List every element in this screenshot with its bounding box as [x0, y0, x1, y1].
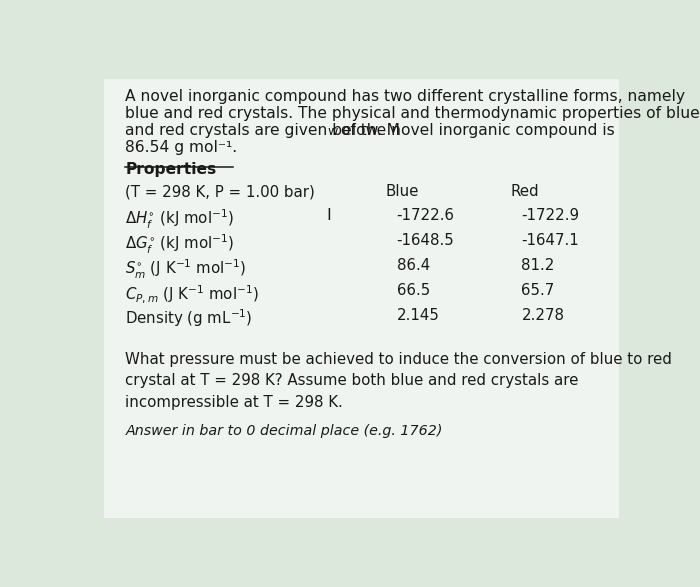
Text: $S^{\circ}_{m}$ (J K$^{-1}$ mol$^{-1}$): $S^{\circ}_{m}$ (J K$^{-1}$ mol$^{-1}$)	[125, 258, 247, 281]
Text: 2.278: 2.278	[522, 308, 564, 323]
Text: blue and red crystals. The physical and thermodynamic properties of blue: blue and red crystals. The physical and …	[125, 106, 700, 121]
Text: $C_{P,m}$ (J K$^{-1}$ mol$^{-1}$): $C_{P,m}$ (J K$^{-1}$ mol$^{-1}$)	[125, 283, 260, 305]
Text: 81.2: 81.2	[522, 258, 555, 273]
Text: of the novel inorganic compound is: of the novel inorganic compound is	[336, 123, 615, 138]
Text: w: w	[328, 124, 337, 138]
Text: I: I	[326, 208, 331, 223]
Text: -1722.6: -1722.6	[397, 208, 455, 223]
Text: A novel inorganic compound has two different crystalline forms, namely: A novel inorganic compound has two diffe…	[125, 89, 685, 103]
Text: incompressible at T = 298 K.: incompressible at T = 298 K.	[125, 395, 343, 410]
Text: Blue: Blue	[386, 184, 419, 200]
Text: -1647.1: -1647.1	[522, 233, 580, 248]
Text: $\Delta H^{\circ}_{f}$ (kJ mol$^{-1}$): $\Delta H^{\circ}_{f}$ (kJ mol$^{-1}$)	[125, 208, 234, 231]
Text: 86.4: 86.4	[397, 258, 430, 273]
Text: What pressure must be achieved to induce the conversion of blue to red: What pressure must be achieved to induce…	[125, 352, 672, 366]
Text: $\Delta G^{\circ}_{f}$ (kJ mol$^{-1}$): $\Delta G^{\circ}_{f}$ (kJ mol$^{-1}$)	[125, 233, 234, 257]
Text: 86.54 g mol⁻¹.: 86.54 g mol⁻¹.	[125, 140, 237, 155]
FancyBboxPatch shape	[104, 79, 619, 518]
Text: 66.5: 66.5	[397, 283, 430, 298]
Text: -1648.5: -1648.5	[397, 233, 454, 248]
Text: 65.7: 65.7	[522, 283, 554, 298]
Text: Red: Red	[511, 184, 539, 200]
Text: 2.145: 2.145	[397, 308, 440, 323]
Text: crystal at T = 298 K? Assume both blue and red crystals are: crystal at T = 298 K? Assume both blue a…	[125, 373, 579, 388]
Text: and red crystals are given below. M: and red crystals are given below. M	[125, 123, 400, 138]
Text: Answer in bar to 0 decimal place (e.g. 1762): Answer in bar to 0 decimal place (e.g. 1…	[125, 424, 443, 438]
Text: Density (g mL$^{-1}$): Density (g mL$^{-1}$)	[125, 308, 253, 329]
Text: -1722.9: -1722.9	[522, 208, 580, 223]
Text: (T = 298 K, P = 1.00 bar): (T = 298 K, P = 1.00 bar)	[125, 184, 315, 200]
Text: Properties: Properties	[125, 162, 217, 177]
